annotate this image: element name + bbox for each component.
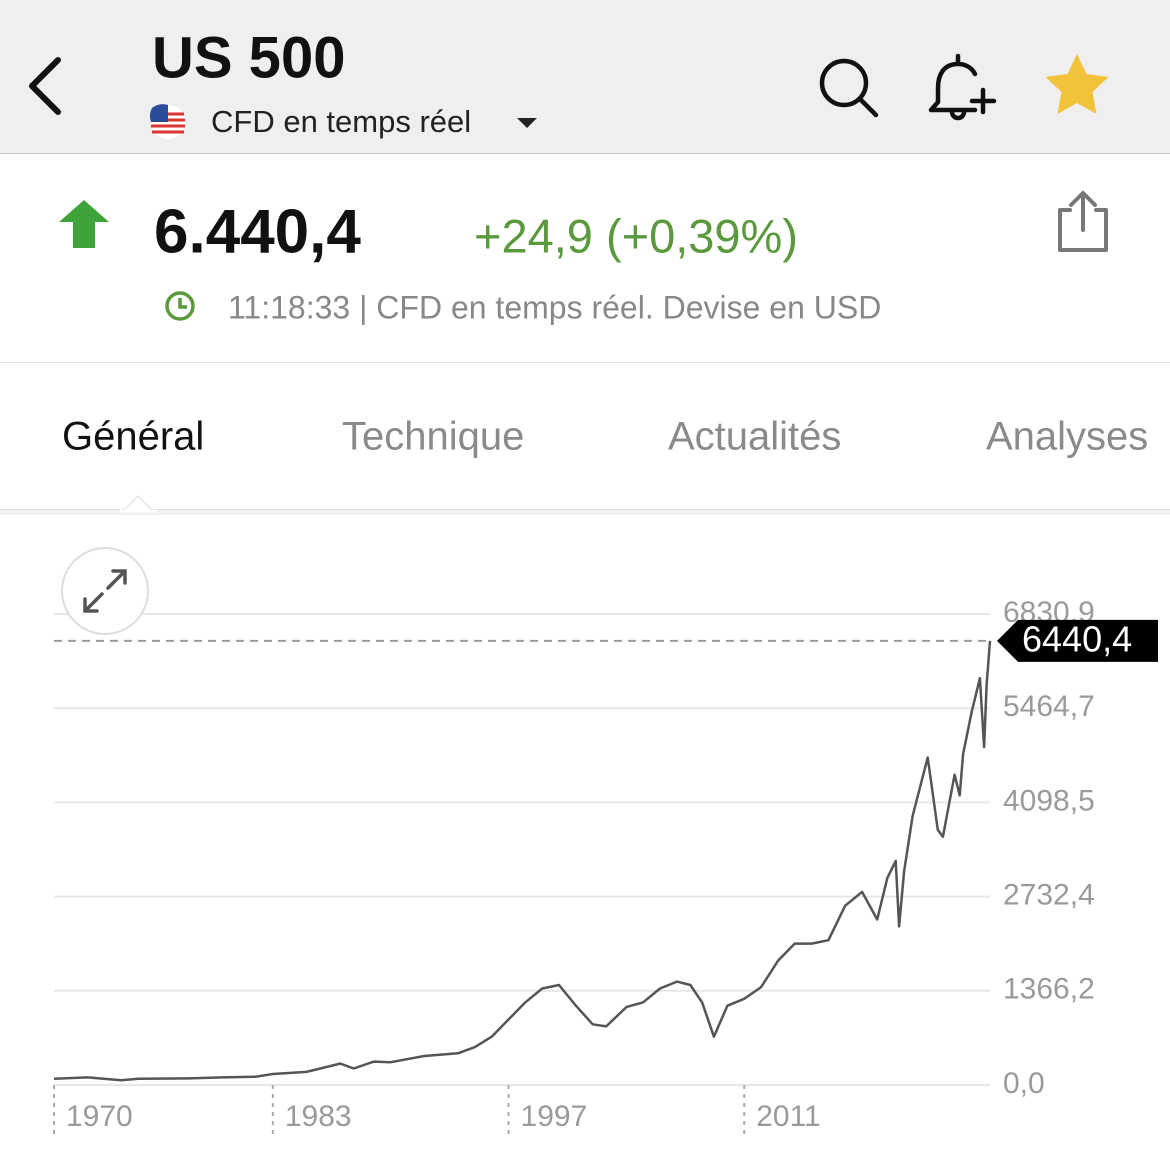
title: US 500 — [152, 25, 345, 90]
price-tag — [997, 619, 1158, 662]
x-tick-label: 1983 — [285, 1100, 352, 1133]
x-tick-label: 2011 — [756, 1100, 821, 1133]
y-tick-label: 4098,5 — [1003, 784, 1095, 817]
us-flag — [149, 104, 185, 139]
subtitle[interactable]: CFD en temps réel — [211, 104, 471, 139]
tab[interactable]: Analyses — [986, 415, 1148, 459]
tab-indicator — [122, 495, 154, 511]
y-tick-label: 2732,4 — [1003, 879, 1095, 912]
price: 6.440,4 — [154, 197, 361, 266]
quote-info: 11:18:33 | CFD en temps réel. Devise en … — [228, 289, 881, 325]
tab-shadow — [0, 509, 1170, 515]
back-button[interactable] — [29, 57, 61, 115]
price-line — [53, 640, 992, 1082]
tab[interactable]: Actualités — [668, 415, 841, 459]
expand-button[interactable] — [61, 547, 149, 635]
x-tick-label: 1970 — [66, 1100, 133, 1133]
up-arrow — [59, 200, 109, 248]
tab[interactable]: Général — [62, 415, 204, 459]
tab-indicator-mask — [120, 509, 156, 513]
favorite-star[interactable] — [1045, 54, 1109, 114]
y-tick-label: 5464,7 — [1003, 690, 1095, 723]
alert-icon[interactable] — [928, 53, 997, 121]
header-bar — [0, 0, 1170, 153]
share-icon[interactable] — [1058, 191, 1108, 252]
dropdown-arrow[interactable] — [517, 118, 537, 128]
price-tag-label: 6440,4 — [1022, 618, 1132, 659]
clock-icon — [165, 291, 195, 321]
y-tick-label: 1366,2 — [1003, 973, 1095, 1006]
x-tick-label: 1997 — [521, 1100, 588, 1133]
tab[interactable]: Technique — [342, 415, 524, 459]
search-icon[interactable] — [819, 58, 879, 118]
price-change: +24,9 (+0,39%) — [474, 209, 798, 262]
y-tick-label: 0,0 — [1003, 1067, 1045, 1100]
